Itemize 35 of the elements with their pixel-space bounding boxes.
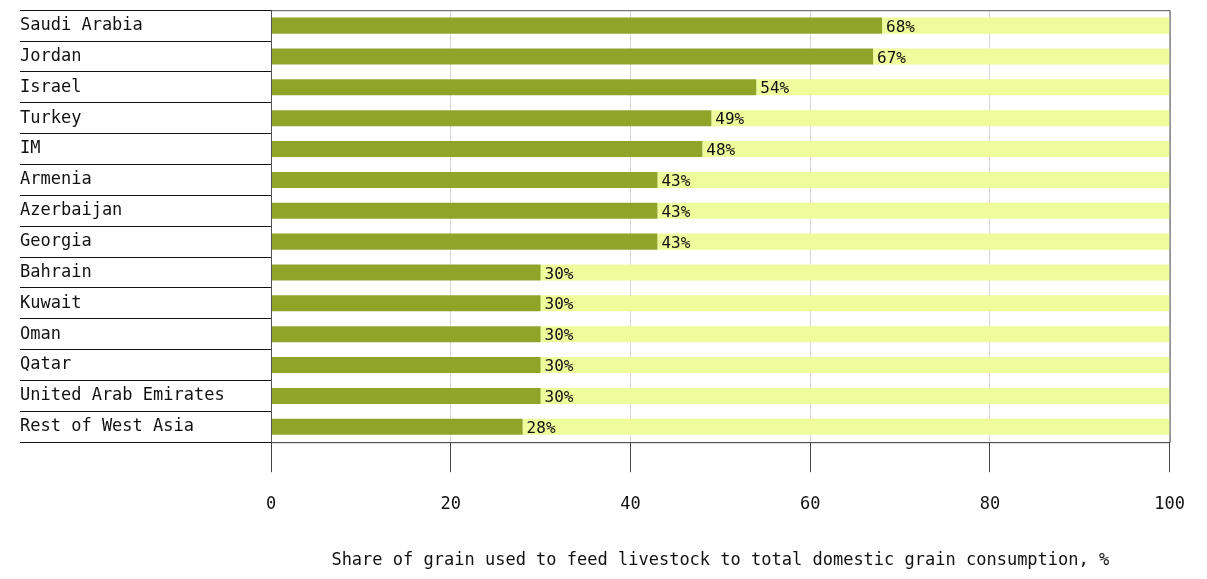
x-tick-label: 60	[799, 492, 821, 513]
data-label: 68%	[886, 16, 916, 36]
y-tick-label: Israel	[20, 75, 82, 96]
y-tick-label: Qatar	[20, 353, 72, 374]
data-label: 30%	[544, 294, 574, 314]
y-tick-label: Georgia	[20, 230, 92, 251]
y-tick-label: Armenia	[20, 168, 92, 189]
y-tick-label: Jordan	[20, 44, 82, 65]
y-tick-label: Bahrain	[20, 260, 92, 281]
data-label: 30%	[544, 263, 574, 283]
y-tick-label: Azerbaijan	[20, 199, 123, 220]
x-tick-label: 0	[265, 492, 277, 513]
y-tick-label: Saudi Arabia	[20, 14, 143, 35]
x-axis-title: Share of grain used to feed livestock to total domestic grain consumption, %	[331, 549, 1110, 570]
data-label: 43%	[661, 201, 691, 221]
data-label: 49%	[715, 109, 745, 129]
x-tick-label: 80	[979, 492, 1001, 513]
y-tick-label: United Arab Emirates	[20, 384, 225, 405]
data-label: 30%	[544, 387, 574, 407]
x-tick-label: 100	[1154, 492, 1186, 513]
y-tick-label: Rest of West Asia	[20, 415, 194, 436]
y-tick-label: Turkey	[20, 106, 82, 127]
data-label: 54%	[760, 78, 790, 98]
data-label: 43%	[661, 232, 691, 252]
x-tick-label: 20	[440, 492, 461, 513]
x-tick-label: 40	[620, 492, 641, 513]
data-label: 30%	[544, 356, 574, 376]
y-tick-label: IM	[20, 137, 41, 158]
data-label: 30%	[544, 325, 574, 345]
y-tick-label: Oman	[20, 322, 61, 343]
y-tick-label: Kuwait	[20, 291, 82, 312]
data-label: 48%	[706, 140, 736, 160]
data-label: 67%	[877, 47, 907, 67]
data-label: 43%	[661, 171, 691, 191]
data-label: 28%	[526, 417, 556, 437]
